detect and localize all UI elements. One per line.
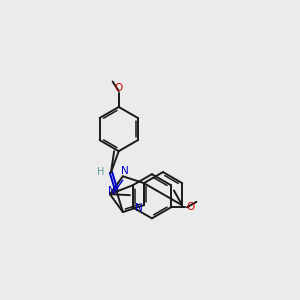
Text: N: N xyxy=(108,187,116,196)
Text: O: O xyxy=(186,202,194,212)
Text: H: H xyxy=(97,167,104,177)
Text: N: N xyxy=(121,166,128,176)
Text: N: N xyxy=(135,203,143,213)
Text: O: O xyxy=(115,83,123,93)
